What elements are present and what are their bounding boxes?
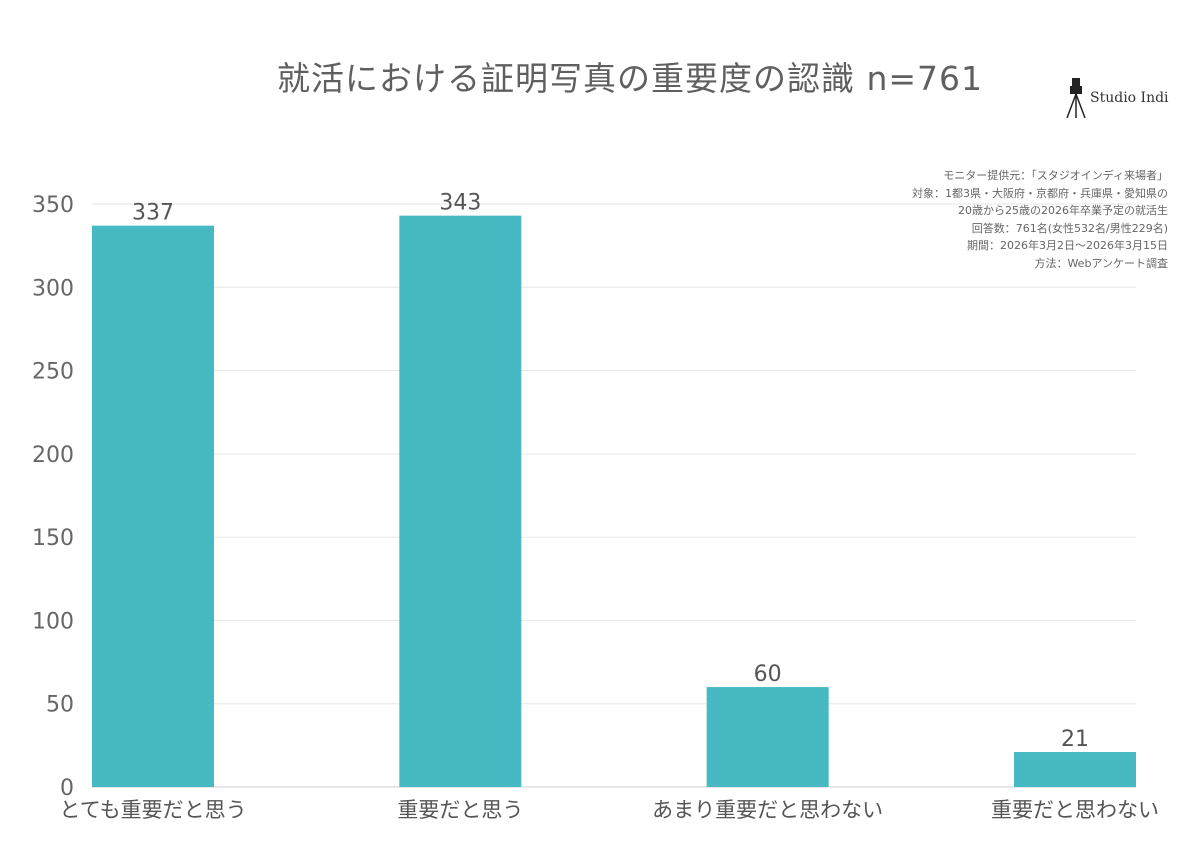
logo-text: Studio Indi: [1090, 90, 1169, 106]
bar: [1014, 752, 1136, 787]
y-tick-label: 50: [46, 693, 74, 718]
y-tick-label: 100: [32, 609, 74, 634]
data-label: 60: [754, 662, 782, 687]
chart-title: 就活における証明写真の重要度の認識 n=761: [276, 59, 984, 98]
y-tick-label: 200: [32, 443, 74, 468]
studio-logo: [1066, 78, 1086, 119]
source-note-line: 対象：1都3県・大阪府・京都府・兵庫県・愛知県の: [912, 186, 1168, 200]
bar: [92, 225, 214, 787]
y-tick-label: 250: [32, 360, 74, 385]
x-category-label: 重要だと思わない: [991, 798, 1159, 822]
source-note-line: 20歳から25歳の2026年卒業予定の就活生: [958, 204, 1168, 217]
data-label: 343: [439, 191, 481, 216]
source-notes: モニター提供元：「スタジオインディ来場者」 対象：1都3県・大阪府・京都府・兵庫…: [912, 167, 1168, 272]
y-tick-label: 0: [60, 776, 74, 801]
x-category-label: あまり重要だと思わない: [652, 798, 883, 822]
source-note-line: モニター提供元：「スタジオインディ来場者」: [943, 169, 1168, 182]
camera-tripod-icon: [1066, 78, 1086, 119]
y-tick-label: 150: [32, 526, 74, 551]
source-note-line: 期間：2026年3月2日〜2026年3月15日: [967, 239, 1168, 252]
x-category-label: 重要だと思う: [397, 798, 523, 822]
bar: [399, 215, 522, 787]
x-category-label: とても重要だと思う: [59, 798, 246, 822]
source-note-line: 回答数：761名(女性532名/男性229名): [971, 221, 1168, 235]
data-label: 337: [132, 201, 174, 226]
y-tick-label: 350: [32, 193, 74, 218]
source-note-line: 方法：Webアンケート調査: [1034, 256, 1168, 270]
bar: [706, 687, 829, 787]
data-label: 21: [1061, 727, 1089, 752]
y-tick-label: 300: [32, 276, 74, 301]
